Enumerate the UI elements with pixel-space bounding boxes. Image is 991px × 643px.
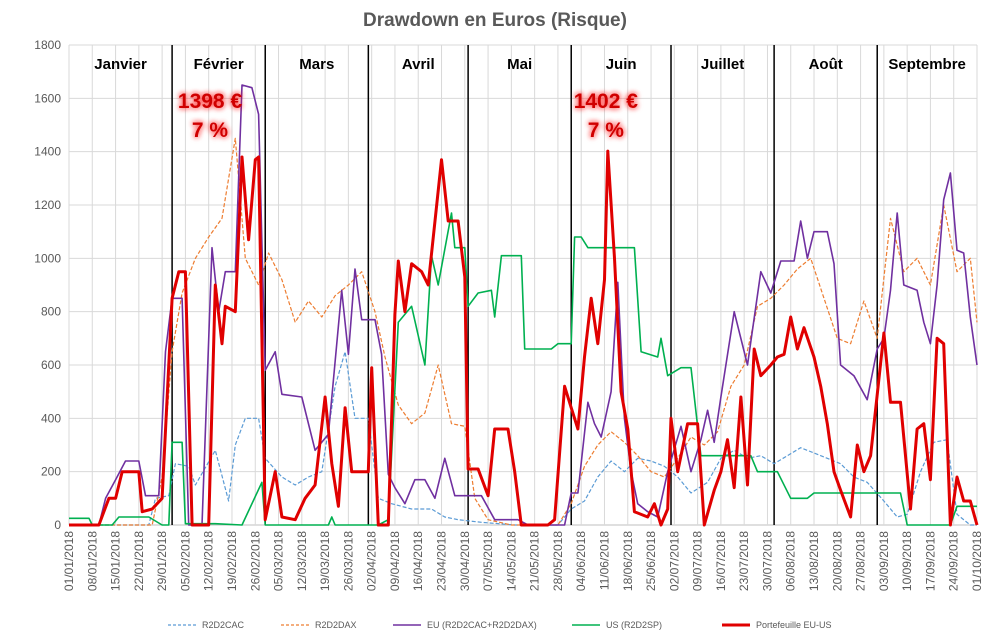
month-label: Mars (299, 56, 334, 73)
x-tick-label: 23/07/2018 (737, 531, 751, 591)
y-tick-label: 600 (41, 358, 61, 372)
y-tick-label: 1800 (34, 38, 61, 52)
legend-label-4: Portefeuille EU-US (756, 620, 832, 630)
annotation-percent: 7 % (588, 119, 625, 142)
x-tick-label: 30/07/2018 (760, 531, 774, 591)
x-tick-label: 29/01/2018 (155, 531, 169, 591)
x-tick-label: 20/08/2018 (830, 531, 844, 591)
x-tick-label: 26/03/2018 (341, 531, 355, 591)
y-tick-label: 1200 (34, 198, 61, 212)
legend-label-0: R2D2CAC (202, 620, 245, 630)
x-axis-ticks: 01/01/2018 08/01/2018 15/01/2018 22/01/2018… (62, 531, 984, 591)
x-tick-label: 10/09/2018 (900, 531, 914, 591)
legend-label-1: R2D2DAX (315, 620, 357, 630)
x-tick-label: 11/06/2018 (597, 531, 611, 590)
y-tick-label: 1400 (34, 145, 61, 159)
x-tick-label: 05/03/2018 (272, 531, 286, 591)
x-tick-label: 27/08/2018 (854, 531, 868, 591)
x-tick-label: 13/08/2018 (807, 531, 821, 591)
series-line-0 (69, 351, 977, 526)
x-tick-label: 19/03/2018 (318, 531, 332, 591)
month-label: Juillet (701, 56, 744, 73)
x-tick-label: 12/03/2018 (295, 531, 309, 591)
x-tick-label: 12/02/2018 (202, 531, 216, 591)
annotation-value: 1398 € (178, 90, 243, 113)
series-lines (69, 84, 979, 527)
x-tick-label: 26/02/2018 (248, 531, 262, 591)
x-tick-label: 02/04/2018 (365, 531, 379, 591)
y-tick-label: 1000 (34, 251, 61, 265)
month-label: Avril (402, 56, 435, 73)
peak-annotations: 1398 € 7 % 1402 € 7 % (178, 90, 638, 142)
x-tick-label: 14/05/2018 (504, 531, 518, 591)
x-tick-label: 24/09/2018 (947, 531, 961, 591)
month-label: Février (194, 56, 244, 73)
month-label: Janvier (94, 56, 147, 73)
month-label: Mai (507, 56, 532, 73)
y-tick-label: 800 (41, 305, 61, 319)
x-tick-label: 21/05/2018 (528, 531, 542, 591)
y-tick-label: 200 (41, 465, 61, 479)
x-tick-label: 01/10/2018 (970, 531, 984, 591)
x-tick-label: 02/07/2018 (667, 531, 681, 591)
month-label: Septembre (888, 56, 966, 73)
x-tick-label: 17/09/2018 (923, 531, 937, 591)
x-tick-label: 08/01/2018 (85, 531, 99, 591)
x-tick-label: 09/07/2018 (691, 531, 705, 591)
annotation-percent: 7 % (192, 119, 229, 142)
month-label: Août (809, 56, 843, 73)
y-tick-label: 1600 (34, 91, 61, 105)
month-label: Juin (606, 56, 637, 73)
x-tick-label: 18/06/2018 (621, 531, 635, 591)
x-tick-label: 09/04/2018 (388, 531, 402, 591)
legend-label-3: US (R2D2SP) (606, 620, 662, 630)
chart-title: Drawdown en Euros (Risque) (363, 10, 627, 31)
legend-label-2: EU (R2D2CAC+R2D2DAX) (427, 620, 537, 630)
x-tick-label: 30/04/2018 (458, 531, 472, 591)
x-tick-label: 19/02/2018 (225, 531, 239, 591)
y-axis-ticks: 0 200 400 600 800 1000 1200 1400 1600 1800 (34, 38, 61, 532)
x-tick-label: 16/04/2018 (411, 531, 425, 591)
x-tick-label: 22/01/2018 (132, 531, 146, 591)
y-tick-label: 400 (41, 411, 61, 425)
x-tick-label: 16/07/2018 (714, 531, 728, 591)
x-tick-label: 05/02/2018 (178, 531, 192, 591)
x-tick-label: 15/01/2018 (109, 531, 123, 591)
x-tick-label: 28/05/2018 (551, 531, 565, 591)
legend: R2D2CAC R2D2DAX EU (R2D2CAC+R2D2DAX) US (R2… (168, 620, 832, 630)
month-labels: Janvier Février Mars Avril Mai Juin Juillet Aoû… (94, 56, 966, 73)
series-line-3 (69, 212, 977, 526)
x-tick-label: 25/06/2018 (644, 531, 658, 591)
month-separators (171, 45, 878, 525)
x-tick-label: 06/08/2018 (784, 531, 798, 591)
series-line-2 (69, 84, 978, 526)
x-tick-label: 07/05/2018 (481, 531, 495, 591)
annotation-value: 1402 € (574, 90, 639, 113)
x-tick-label: 04/06/2018 (574, 531, 588, 591)
x-tick-label: 03/09/2018 (877, 531, 891, 591)
y-tick-label: 0 (54, 518, 61, 532)
x-tick-label: 01/01/2018 (62, 531, 76, 591)
series-line-4 (69, 149, 979, 527)
x-tick-label: 23/04/2018 (435, 531, 449, 591)
